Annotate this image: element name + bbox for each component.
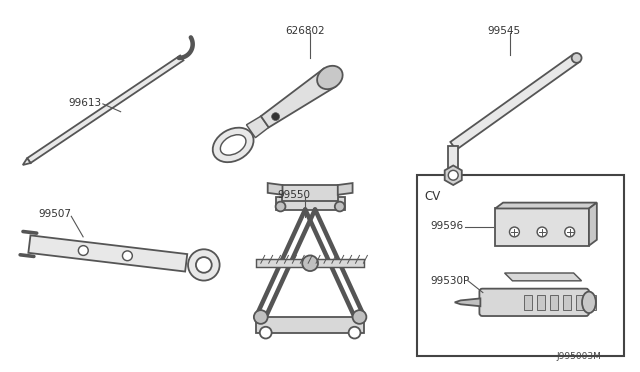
Polygon shape [448,146,458,170]
Bar [550,295,558,310]
Circle shape [276,202,285,211]
Circle shape [509,227,520,237]
Bar [282,185,338,201]
Text: 99550: 99550 [278,190,310,200]
Bar [537,295,545,310]
Circle shape [196,257,212,273]
Text: J995003M: J995003M [556,352,602,361]
Circle shape [188,249,220,280]
Circle shape [349,327,360,339]
Ellipse shape [220,135,246,155]
Text: 99530P: 99530P [431,276,470,286]
Circle shape [448,170,458,180]
Polygon shape [23,158,31,165]
Circle shape [335,202,345,211]
Ellipse shape [317,66,342,89]
Ellipse shape [212,128,253,162]
Bar [417,175,624,356]
Circle shape [302,256,318,271]
Bar [256,259,364,267]
Text: 626802: 626802 [285,26,325,36]
Polygon shape [28,235,188,272]
Bar [524,295,532,310]
Text: 99507: 99507 [38,209,72,219]
Polygon shape [338,183,353,195]
Polygon shape [495,203,597,208]
Text: 99596: 99596 [431,221,463,231]
Circle shape [122,251,132,261]
Polygon shape [261,68,336,128]
Bar [276,197,345,211]
Text: CV: CV [424,190,441,203]
Polygon shape [268,183,282,195]
Circle shape [537,227,547,237]
Bar [495,208,589,246]
Polygon shape [504,273,582,281]
Circle shape [271,113,280,121]
Polygon shape [455,298,481,306]
Bar [588,295,596,310]
Circle shape [564,227,575,237]
Polygon shape [27,55,184,163]
Polygon shape [246,116,269,138]
Circle shape [260,327,271,339]
FancyBboxPatch shape [479,289,589,316]
Text: 99613: 99613 [68,98,102,108]
Polygon shape [451,54,579,150]
Circle shape [254,310,268,324]
Ellipse shape [582,292,596,313]
Text: 99545: 99545 [488,26,521,36]
Bar [256,317,364,333]
Circle shape [78,246,88,256]
Circle shape [353,310,366,324]
Bar [563,295,571,310]
Bar [575,295,584,310]
Polygon shape [589,203,597,246]
Circle shape [572,53,582,63]
